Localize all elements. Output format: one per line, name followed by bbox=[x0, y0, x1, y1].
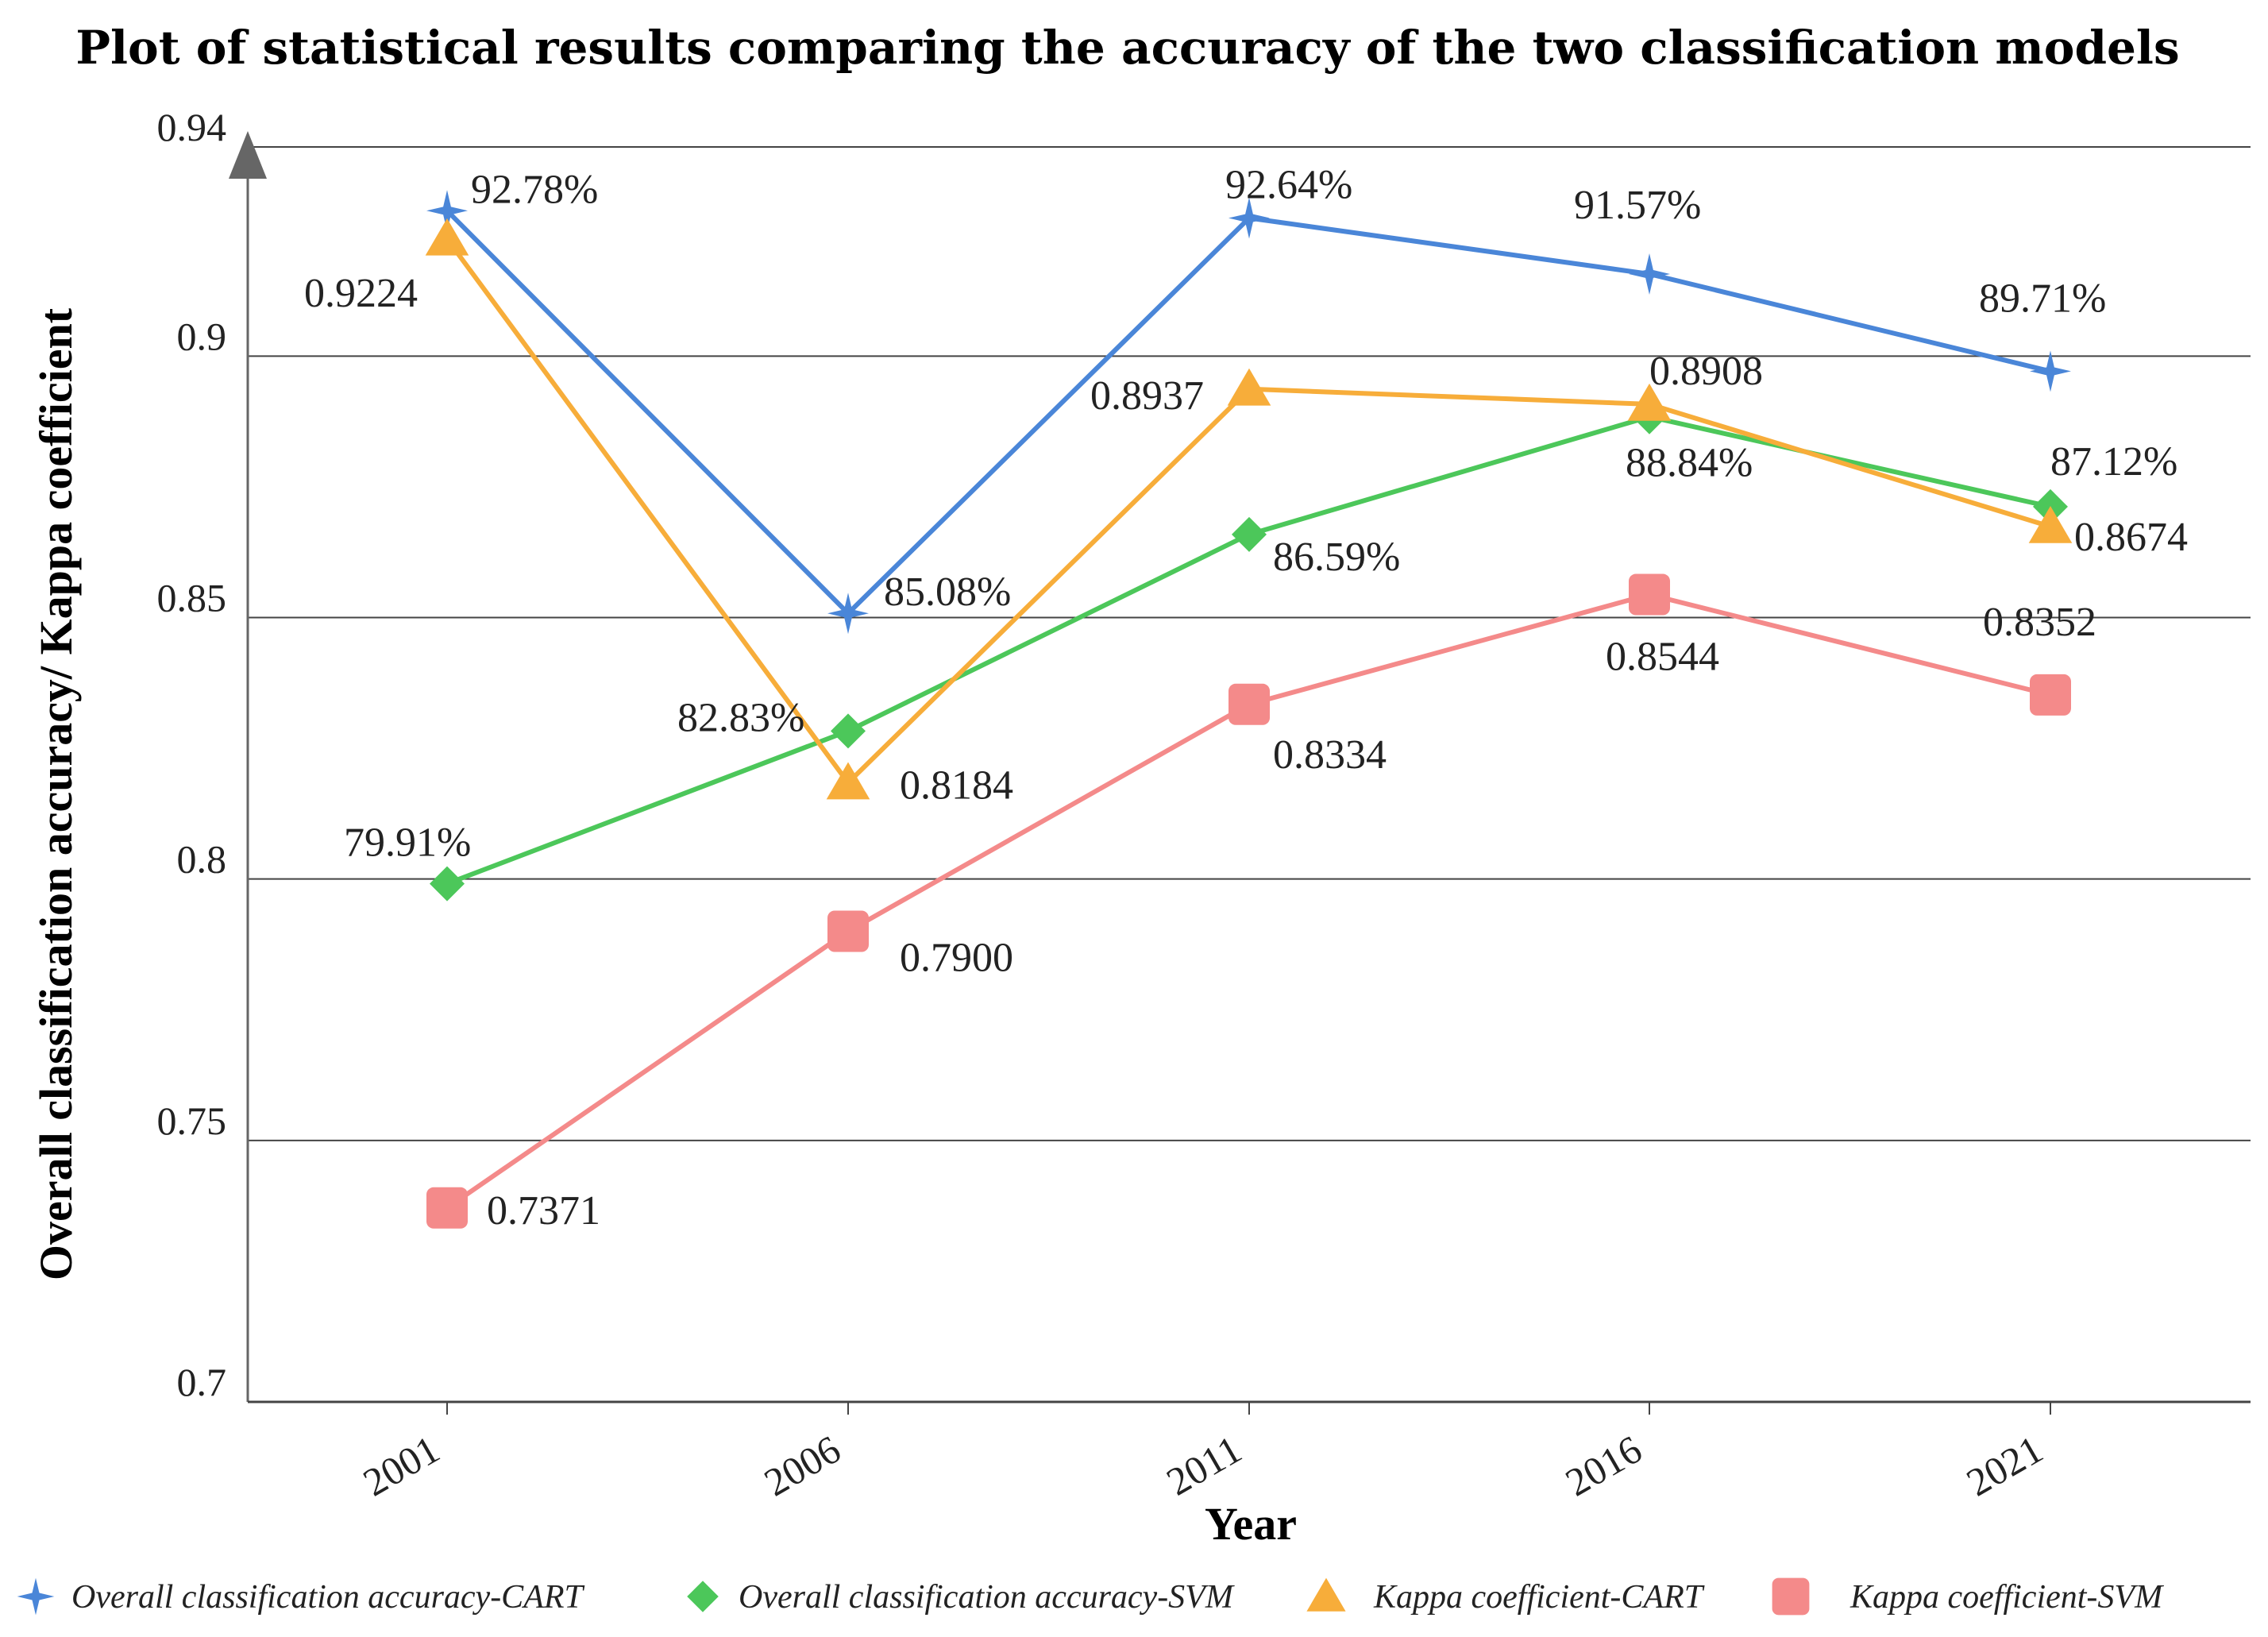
marker-triangle bbox=[1627, 383, 1672, 421]
data-label: 0.8937 bbox=[1090, 373, 1204, 419]
marker-star bbox=[1629, 253, 1670, 295]
y-tick-label: 0.9 bbox=[177, 314, 227, 358]
data-label: 82.83% bbox=[677, 695, 804, 740]
series-markers bbox=[425, 190, 2073, 1229]
x-tick-label: 2016 bbox=[1558, 1427, 1649, 1504]
data-label: 0.7900 bbox=[900, 936, 1013, 981]
data-label: 86.59% bbox=[1273, 535, 1400, 580]
legend-label: Overall classification accuracy-CART bbox=[71, 1579, 585, 1616]
y-tick-label: 0.94 bbox=[157, 105, 227, 149]
data-label: 79.91% bbox=[344, 820, 471, 866]
legend-label: Overall classification accuracy-SVM bbox=[739, 1579, 1235, 1616]
marker-triangle bbox=[2028, 505, 2073, 543]
x-tick-label: 2001 bbox=[356, 1427, 447, 1504]
marker-square bbox=[426, 1187, 468, 1229]
series-line bbox=[445, 209, 2051, 616]
marker-diamond bbox=[1232, 516, 1267, 552]
marker-square bbox=[1629, 573, 1670, 616]
data-label: 91.57% bbox=[1574, 183, 1701, 228]
marker-star bbox=[2030, 350, 2071, 392]
data-label: 0.8184 bbox=[900, 763, 1013, 809]
data-label: 0.7371 bbox=[487, 1188, 600, 1234]
data-label: 92.64% bbox=[1225, 163, 1352, 208]
grid-lines bbox=[248, 146, 2251, 1141]
legend-item: Kappa coefficient-CART bbox=[1306, 1577, 1705, 1616]
y-tick-label: 0.7 bbox=[177, 1360, 227, 1404]
marker-diamond bbox=[831, 713, 866, 749]
x-tick-label: 2021 bbox=[1959, 1427, 2050, 1504]
data-label: 0.9224 bbox=[304, 271, 418, 316]
data-label: 85.08% bbox=[884, 569, 1011, 615]
legend-label: Kappa coefficient-SVM bbox=[1850, 1579, 2164, 1616]
legend-item: Overall classification accuracy-SVM bbox=[687, 1579, 1235, 1616]
marker-square bbox=[1228, 683, 1270, 725]
data-label: 0.8908 bbox=[1649, 349, 1763, 394]
legend-item: Kappa coefficient-SVM bbox=[1772, 1577, 2164, 1616]
y-tick-label: 0.8 bbox=[177, 837, 227, 882]
marker-square bbox=[2030, 674, 2071, 716]
data-label: 0.8352 bbox=[1983, 600, 2096, 645]
legend-marker bbox=[17, 1577, 55, 1616]
marker-triangle bbox=[1227, 368, 1271, 406]
data-label: 87.12% bbox=[2050, 439, 2177, 485]
data-labels: 92.78% 85.08% 92.64% 91.57% 89.71% 79.91% 82.8… bbox=[304, 163, 2188, 1234]
axes: 0.7 0.75 0.8 0.85 0.9 0.94 2001 2006 2011 2016 202… bbox=[157, 105, 2251, 1505]
legend-marker bbox=[687, 1581, 719, 1612]
marker-triangle bbox=[826, 762, 870, 800]
y-tick-label: 0.75 bbox=[157, 1098, 227, 1143]
marker-star bbox=[827, 593, 869, 635]
legend-label: Kappa coefficient-CART bbox=[1373, 1579, 1705, 1616]
series-line bbox=[446, 414, 2051, 886]
x-axis-title: Year bbox=[1205, 1498, 1297, 1550]
chart-title: Plot of statistical results comparing th… bbox=[75, 21, 2179, 75]
x-tick-label: 2011 bbox=[1159, 1427, 1248, 1504]
legend: Overall classification accuracy-CART Over… bbox=[17, 1577, 2164, 1616]
marker-star bbox=[1228, 197, 1270, 239]
marker-triangle bbox=[425, 218, 469, 256]
x-tick-label: 2006 bbox=[757, 1427, 848, 1504]
legend-marker bbox=[1772, 1577, 1810, 1616]
data-label: 89.71% bbox=[1979, 276, 2106, 321]
data-label: 88.84% bbox=[1626, 441, 1753, 486]
data-label: 92.78% bbox=[471, 167, 598, 212]
data-label: 0.8674 bbox=[2074, 515, 2188, 560]
y-axis-arrow bbox=[229, 131, 267, 179]
y-tick-label: 0.85 bbox=[157, 576, 227, 620]
marker-square bbox=[827, 910, 869, 952]
legend-marker bbox=[1306, 1577, 1346, 1612]
legend-item: Overall classification accuracy-CART bbox=[17, 1577, 585, 1616]
data-label: 0.8334 bbox=[1273, 732, 1387, 778]
marker-diamond bbox=[430, 866, 465, 902]
y-axis-title: Overall classification accuracy/ Kappa c… bbox=[30, 307, 82, 1280]
data-label: 0.8544 bbox=[1606, 635, 1719, 680]
marker-star bbox=[426, 190, 468, 232]
